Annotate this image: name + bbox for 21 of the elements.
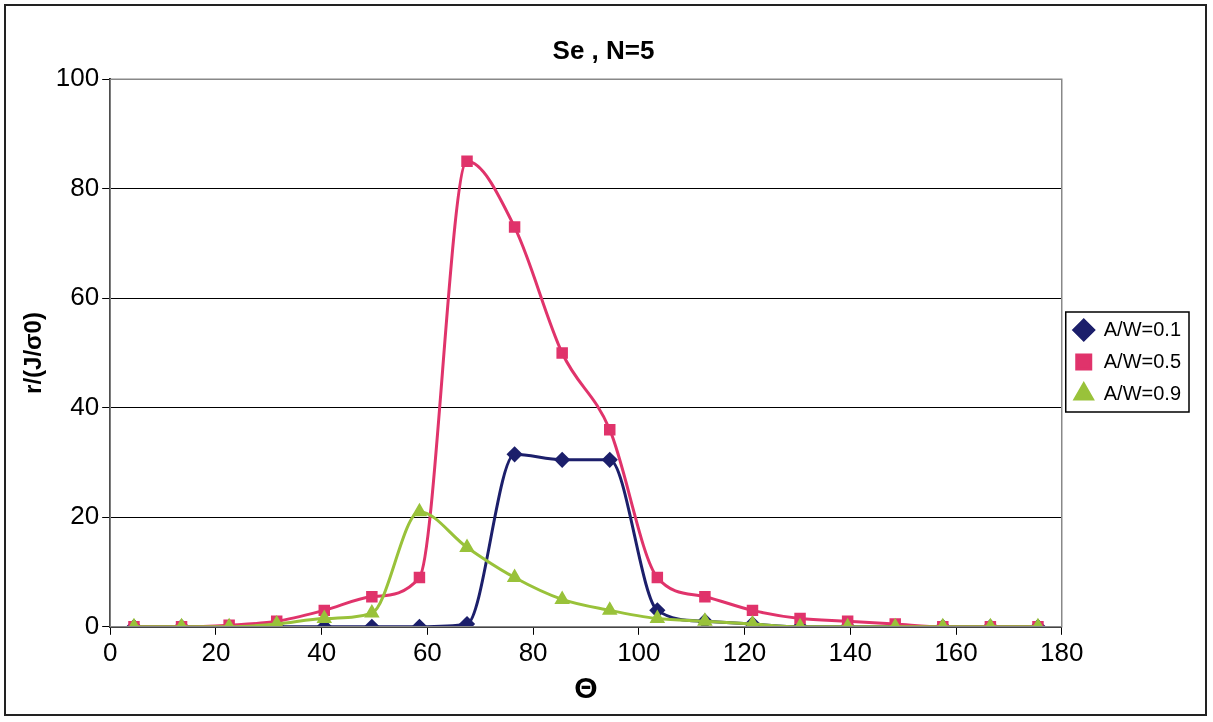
y-tick-label: 60: [70, 281, 100, 312]
y-tick-label: 80: [70, 171, 100, 202]
y-tick-label: 100: [55, 62, 100, 93]
legend-label: A/W=0.9: [1103, 381, 1182, 404]
y-tick-label: 0: [84, 609, 100, 640]
x-axis-title: Θ: [574, 671, 598, 705]
x-tick-label: 100: [617, 636, 661, 667]
legend-label: A/W=0.1: [1103, 317, 1182, 340]
x-tick-label: 40: [307, 636, 337, 667]
x-tick-label: 120: [722, 636, 767, 667]
legend-label: A/W=0.5: [1103, 349, 1182, 372]
x-tick-label: 60: [412, 636, 442, 667]
x-tick-label: 180: [1040, 636, 1084, 667]
y-tick-label: 40: [70, 390, 100, 421]
x-tick-label: 160: [934, 636, 978, 667]
y-axis-title: r/(J/σ0): [19, 312, 47, 394]
chart-title: Se , N=5: [552, 34, 655, 65]
y-tick-label: 20: [70, 500, 100, 531]
x-tick-label: 80: [518, 636, 548, 667]
x-tick-label: 20: [201, 636, 231, 667]
x-tick-label: 140: [828, 636, 872, 667]
